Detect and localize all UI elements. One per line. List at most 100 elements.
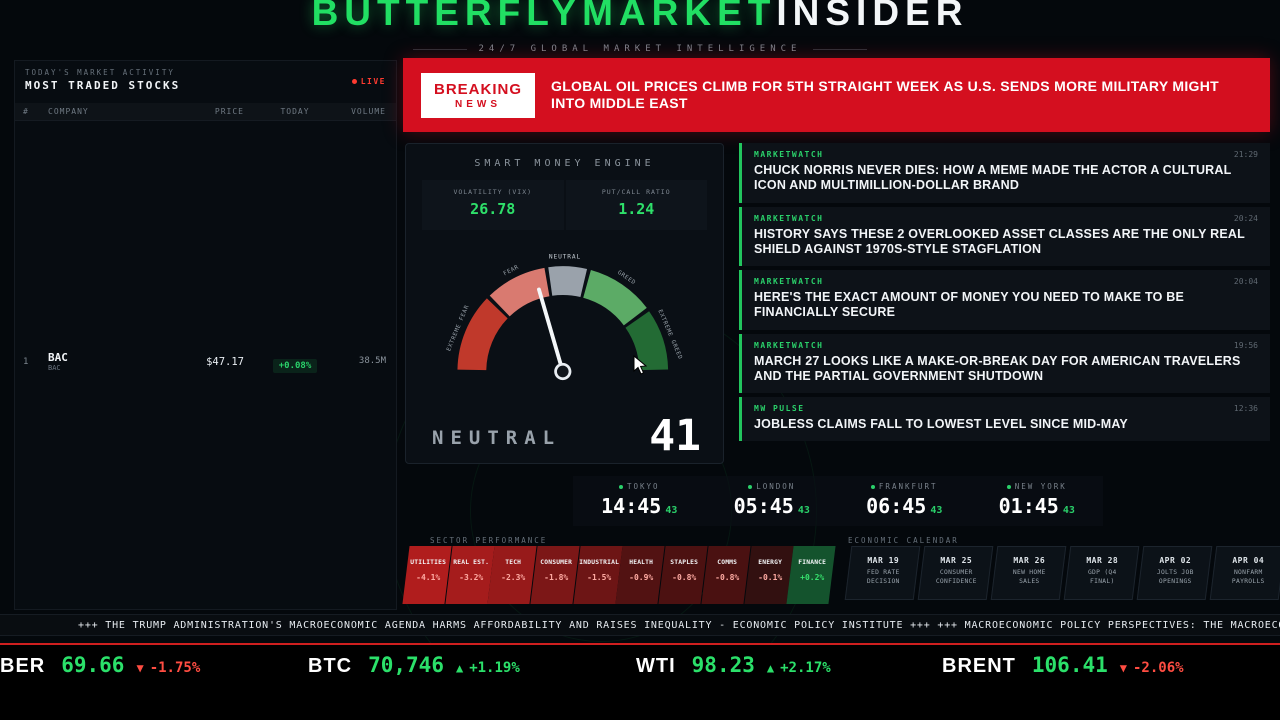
stat-vix-label: VOLATILITY (VIX) [453,188,533,196]
economic-calendar-title: ECONOMIC CALENDAR [848,536,959,545]
clock-london: LONDON 05:45 43 [706,476,839,526]
breaking-badge-line2: NEWS [455,98,501,110]
price-label: BRENT [942,655,1016,677]
sector-tile[interactable]: CONSUMER -1.8% [530,546,580,604]
sector-value: -0.9% [629,573,654,582]
app-subtitle-text: 24/7 GLOBAL MARKET INTELLIGENCE [478,44,802,54]
app-title-white: INSIDER [776,0,969,33]
col-today: TODAY [280,107,310,116]
col-volume: VOLUME [351,107,386,116]
table-header: # COMPANY PRICE TODAY VOLUME [15,103,396,121]
sector-value: -1.5% [586,573,611,582]
news-item[interactable]: MARKETWATCH 20:04 HERE'S THE EXACT AMOUNT… [739,270,1270,330]
calendar-tile[interactable]: MAR 19 FED RATE DECISION [844,546,921,600]
panel-kicker: TODAY'S MARKET ACTIVITY [25,68,175,77]
news-time: 19:56 [1233,340,1258,350]
calendar-date: APR 02 [1159,556,1192,565]
table-row[interactable]: 1 BAC BAC $47.17 +0.08% 38.5M [15,349,396,379]
clock-seconds: 43 [665,505,678,516]
stat-putcall-value: 1.24 [618,200,655,218]
calendar-event: JOLTS JOB OPENINGS [1156,569,1194,585]
price-value: 69.66 [61,653,125,677]
sector-tile[interactable]: ENERGY -0.1% [743,546,793,604]
sector-value: -3.2% [458,573,483,582]
stat-vix-value: 26.78 [470,200,516,218]
sector-tile[interactable]: TECH -2.3% [487,546,537,604]
fear-greed-gauge: EXTREME FEAR FEAR NEUTRAL GREED EXTREME … [446,253,682,381]
price-item-lumber: BER 69.66 ▼ -1.75% [0,653,200,678]
divider [813,48,868,50]
col-rank: # [23,107,29,116]
price-change: +1.19% [469,660,520,676]
news-item[interactable]: MARKETWATCH 19:56 MARCH 27 LOOKS LIKE A M… [739,333,1270,393]
clock-city: LONDON [756,482,796,491]
gauge-needle [536,287,571,381]
down-arrow-icon: ▼ [1119,661,1127,675]
gauge-seg-extreme-fear [456,298,508,371]
clock-time: 05:45 [733,494,794,518]
clock-tokyo: TOKYO 14:45 43 [573,476,706,526]
calendar-event: CONSUMER CONFIDENCE [935,569,977,585]
price-value: 106.41 [1031,653,1108,677]
sector-tile[interactable]: FINANCE +0.2% [786,546,836,604]
sector-tile[interactable]: COMMS -0.8% [701,546,751,604]
news-time: 12:36 [1233,404,1258,413]
gauge-seg-greed [582,270,647,326]
clock-new-york: NEW YORK 01:45 43 [971,476,1104,526]
calendar-date: MAR 25 [940,556,973,565]
news-item[interactable]: MARKETWATCH 21:29 CHUCK NORRIS NEVER DIES… [739,143,1270,203]
calendar-tile[interactable]: APR 02 JOLTS JOB OPENINGS [1136,546,1213,600]
sector-value: -0.8% [714,573,740,582]
calendar-tile[interactable]: MAR 26 NEW HOME SALES [990,546,1067,600]
live-badge: LIVE [351,77,386,86]
sector-name: HEALTH [629,559,654,566]
gauge-seg-extreme-greed [624,311,668,371]
news-item[interactable]: MARKETWATCH 20:24 HISTORY SAYS THESE 2 OV… [739,206,1270,266]
app-subtitle: 24/7 GLOBAL MARKET INTELLIGENCE [0,44,1280,54]
world-clocks: TOKYO 14:45 43 LONDON 05:45 43 FRANKFURT 0… [573,476,1103,526]
clock-seconds: 43 [797,505,810,516]
clock-time: 14:45 [601,494,662,518]
sector-tile[interactable]: UTILITIES -4.1% [402,546,452,604]
news-source: MARKETWATCH [754,277,824,286]
gauge-seg-fear [489,267,550,317]
stock-price: $47.17 [206,356,244,368]
price-value: 98.23 [691,653,755,677]
clock-time: 01:45 [998,494,1059,518]
breaking-badge: BREAKING NEWS [421,72,536,118]
calendar-tile[interactable]: APR 04 NONFARM PAYROLLS [1209,546,1280,600]
calendar-date: MAR 26 [1013,556,1046,565]
news-time: 21:29 [1233,150,1258,159]
price-bar: BER 69.66 ▼ -1.75% BTC 70,746 ▲ +1.19% W… [0,643,1280,720]
news-time: 20:04 [1233,277,1258,286]
price-label: WTI [636,655,676,677]
live-label: LIVE [360,77,386,86]
smart-money-stats: VOLATILITY (VIX) 26.78 PUT/CALL RATIO 1.… [422,180,707,230]
calendar-event: NEW HOME SALES [1012,569,1046,585]
clock-city: NEW YORK [1014,482,1067,491]
down-arrow-icon: ▼ [136,661,144,675]
app-title: BUTTERFLYMARKETINSIDER [0,0,1280,34]
calendar-tile[interactable]: MAR 28 GDP (Q4 FINAL) [1063,546,1140,600]
col-price: PRICE [214,107,244,116]
sector-tile[interactable]: INDUSTRIAL -1.5% [573,546,622,604]
sector-tile[interactable]: STAPLES -0.8% [658,546,708,604]
clock-city: TOKYO [626,482,660,491]
stock-name: BAC [48,364,61,372]
clock-frankfurt: FRANKFURT 06:45 43 [838,476,971,526]
live-dot-icon [351,79,357,84]
sector-tile[interactable]: REAL EST. -3.2% [445,546,494,604]
news-headline: HISTORY SAYS THESE 2 OVERLOOKED ASSET CL… [754,226,1245,256]
sector-name: ENERGY [757,559,782,566]
clock-time: 06:45 [866,494,927,518]
clock-seconds: 43 [930,505,943,516]
news-source: MARKETWATCH [754,340,824,350]
sector-tile[interactable]: HEALTH -0.9% [615,546,665,604]
news-headline: CHUCK NORRIS NEVER DIES: HOW A MEME MADE… [754,163,1232,193]
news-item[interactable]: MW PULSE 12:36 JOBLESS CLAIMS FALL TO LOW… [739,397,1270,442]
stock-symbol: BAC [48,351,68,364]
breaking-news-banner[interactable]: BREAKING NEWS GLOBAL OIL PRICES CLIMB FO… [403,58,1270,132]
calendar-tile[interactable]: MAR 25 CONSUMER CONFIDENCE [917,546,994,600]
price-change: +2.17% [780,660,831,676]
